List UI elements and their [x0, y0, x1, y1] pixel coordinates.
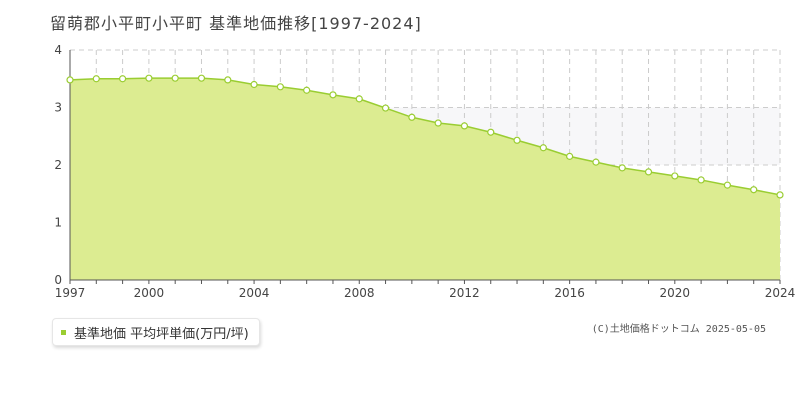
data-point: [66, 76, 74, 84]
y-tick-label: 3: [54, 101, 62, 115]
data-point: [355, 95, 363, 103]
data-point: [92, 75, 100, 83]
data-point: [197, 74, 206, 82]
legend-label: 基準地価 平均坪単価(万円/坪): [74, 326, 249, 342]
y-tick-label: 2: [54, 158, 62, 172]
chart-title: 留萌郡小平町小平町 基準地価推移[1997-2024]: [50, 14, 422, 33]
data-point: [566, 152, 574, 160]
x-tick-label: 2016: [554, 286, 585, 300]
x-tick-label: 2004: [239, 286, 270, 300]
x-tick-label: 2024: [765, 286, 796, 300]
x-tick-label: 2020: [660, 286, 691, 300]
data-point: [303, 86, 311, 94]
data-point: [171, 74, 179, 82]
data-point: [224, 76, 232, 84]
data-point: [250, 80, 258, 89]
data-point: [381, 104, 390, 112]
data-point: [671, 172, 679, 180]
data-point: [329, 91, 337, 99]
x-tick-label: 2000: [134, 286, 165, 300]
area-fill: [70, 78, 780, 280]
y-tick-label: 1: [54, 216, 62, 230]
legend: 基準地価 平均坪単価(万円/坪): [52, 318, 260, 346]
data-point: [434, 119, 442, 127]
x-tick-label: 2012: [449, 286, 480, 300]
x-tick-label: 2008: [344, 286, 375, 300]
data-point: [723, 181, 732, 189]
y-tick-label: 0: [54, 273, 62, 287]
data-point: [408, 113, 416, 121]
data-point: [487, 128, 495, 136]
data-point: [118, 75, 127, 83]
legend-swatch: [61, 329, 66, 335]
y-tick-label: 4: [54, 43, 62, 57]
data-point: [776, 191, 784, 199]
data-point: [513, 136, 521, 144]
copyright-text: (C)土地価格ドットコム 2025-05-05: [591, 324, 766, 335]
data-point: [276, 83, 284, 91]
data-point: [697, 176, 705, 184]
x-tick-label: 1997: [55, 286, 86, 300]
series-line: [69, 77, 781, 196]
data-point: [592, 158, 600, 166]
data-point: [145, 74, 153, 82]
data-point: [539, 144, 547, 152]
data-point: [618, 164, 626, 172]
data-point: [460, 122, 469, 130]
data-point: [644, 168, 653, 176]
data-point: [750, 186, 758, 194]
